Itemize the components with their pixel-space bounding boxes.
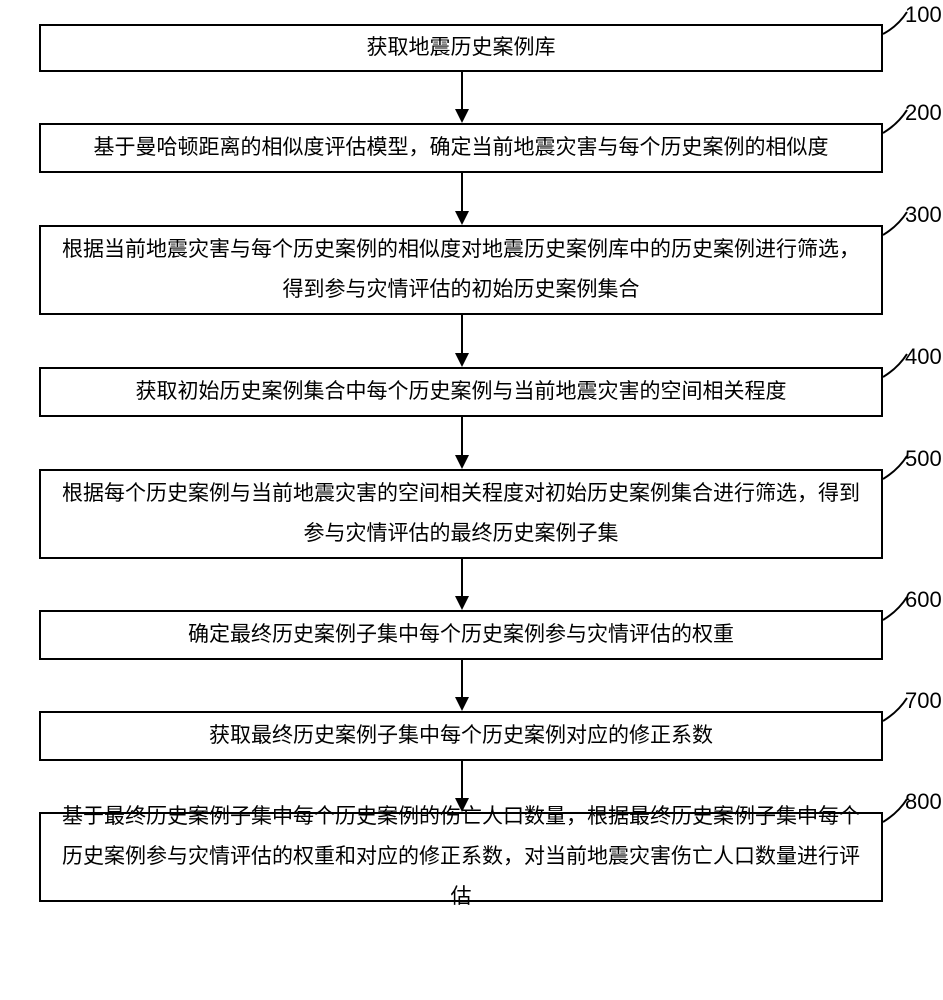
arrow-line <box>461 72 463 109</box>
step-text: 根据每个历史案例与当前地震灾害的空间相关程度对初始历史案例集合进行筛选，得到参与… <box>61 474 861 554</box>
step-box-800: 基于最终历史案例子集中每个历史案例的伤亡人口数量，根据最终历史案例子集中每个历史… <box>39 812 883 902</box>
step-label-400: 400 <box>905 344 942 370</box>
step-box-600: 确定最终历史案例子集中每个历史案例参与灾情评估的权重 <box>39 610 883 660</box>
step-box-700: 获取最终历史案例子集中每个历史案例对应的修正系数 <box>39 711 883 761</box>
step-text: 确定最终历史案例子集中每个历史案例参与灾情评估的权重 <box>188 615 734 655</box>
arrow-line <box>461 660 463 697</box>
arrow-line <box>461 315 463 353</box>
arrow-line <box>461 761 463 798</box>
step-label-800: 800 <box>905 789 942 815</box>
step-text: 获取最终历史案例子集中每个历史案例对应的修正系数 <box>209 716 713 756</box>
arrow-head <box>455 109 469 123</box>
arrow-line <box>461 559 463 596</box>
step-text: 基于最终历史案例子集中每个历史案例的伤亡人口数量，根据最终历史案例子集中每个历史… <box>61 797 861 917</box>
step-label-500: 500 <box>905 446 942 472</box>
step-label-100: 100 <box>905 2 942 28</box>
step-label-200: 200 <box>905 100 942 126</box>
step-label-300: 300 <box>905 202 942 228</box>
step-box-300: 根据当前地震灾害与每个历史案例的相似度对地震历史案例库中的历史案例进行筛选，得到… <box>39 225 883 315</box>
step-label-700: 700 <box>905 688 942 714</box>
arrow-line <box>461 417 463 455</box>
flowchart-container: 获取地震历史案例库 100 基于曼哈顿距离的相似度评估模型，确定当前地震灾害与每… <box>0 0 943 1000</box>
arrow-head <box>455 697 469 711</box>
arrow-line <box>461 173 463 211</box>
step-box-200: 基于曼哈顿距离的相似度评估模型，确定当前地震灾害与每个历史案例的相似度 <box>39 123 883 173</box>
step-box-500: 根据每个历史案例与当前地震灾害的空间相关程度对初始历史案例集合进行筛选，得到参与… <box>39 469 883 559</box>
arrow-head <box>455 455 469 469</box>
step-text: 基于曼哈顿距离的相似度评估模型，确定当前地震灾害与每个历史案例的相似度 <box>94 128 829 168</box>
step-text: 获取地震历史案例库 <box>367 28 556 68</box>
step-box-400: 获取初始历史案例集合中每个历史案例与当前地震灾害的空间相关程度 <box>39 367 883 417</box>
step-text: 根据当前地震灾害与每个历史案例的相似度对地震历史案例库中的历史案例进行筛选，得到… <box>61 230 861 310</box>
arrow-head <box>455 353 469 367</box>
arrow-head <box>455 211 469 225</box>
step-label-600: 600 <box>905 587 942 613</box>
arrow-head <box>455 596 469 610</box>
step-box-100: 获取地震历史案例库 <box>39 24 883 72</box>
step-text: 获取初始历史案例集合中每个历史案例与当前地震灾害的空间相关程度 <box>136 372 787 412</box>
